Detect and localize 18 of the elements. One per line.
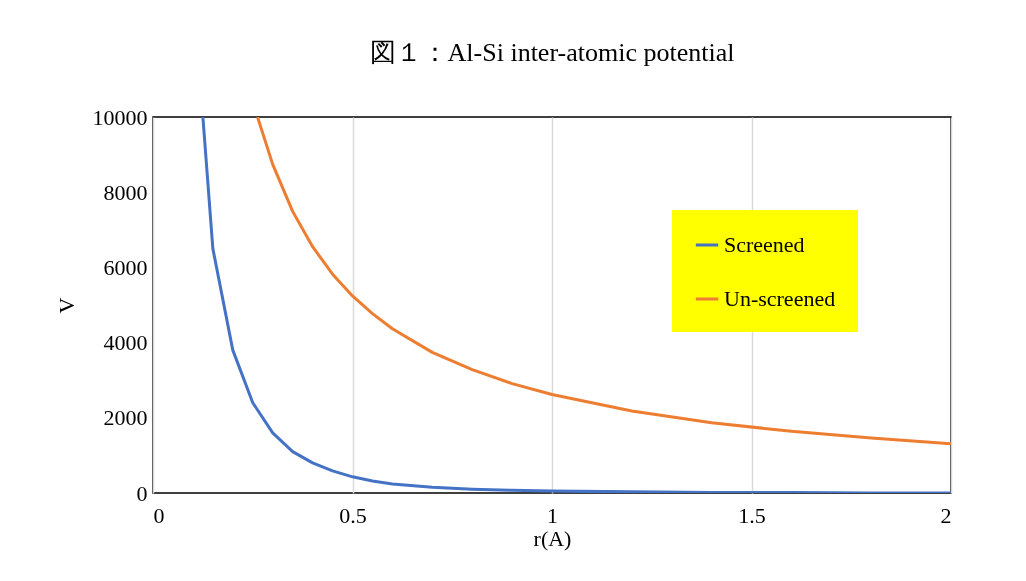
legend-label: Un-screened: [724, 286, 836, 311]
line-series: [201, 117, 951, 493]
legend-label: Screened: [724, 232, 805, 257]
x-tick-label: 1.5: [738, 502, 766, 528]
y-tick-label: 8000: [103, 179, 148, 205]
line-series: [256, 117, 951, 446]
x-tick-label: 0.5: [339, 502, 367, 528]
y-tick-label: 0: [136, 480, 148, 506]
x-axis-title: r(A): [533, 525, 572, 551]
x-tick-label: 0: [153, 502, 165, 528]
chart-title: 図１：Al-Si inter-atomic potential: [369, 38, 735, 67]
x-tick-label: 2: [940, 502, 952, 528]
y-tick-label: 4000: [103, 330, 148, 356]
y-tick-label: 10000: [92, 104, 148, 130]
y-tick-label: 6000: [103, 254, 148, 280]
x-tick-label: 1: [547, 502, 558, 528]
y-axis-title: V: [53, 297, 79, 314]
y-tick-label: 2000: [103, 405, 148, 431]
